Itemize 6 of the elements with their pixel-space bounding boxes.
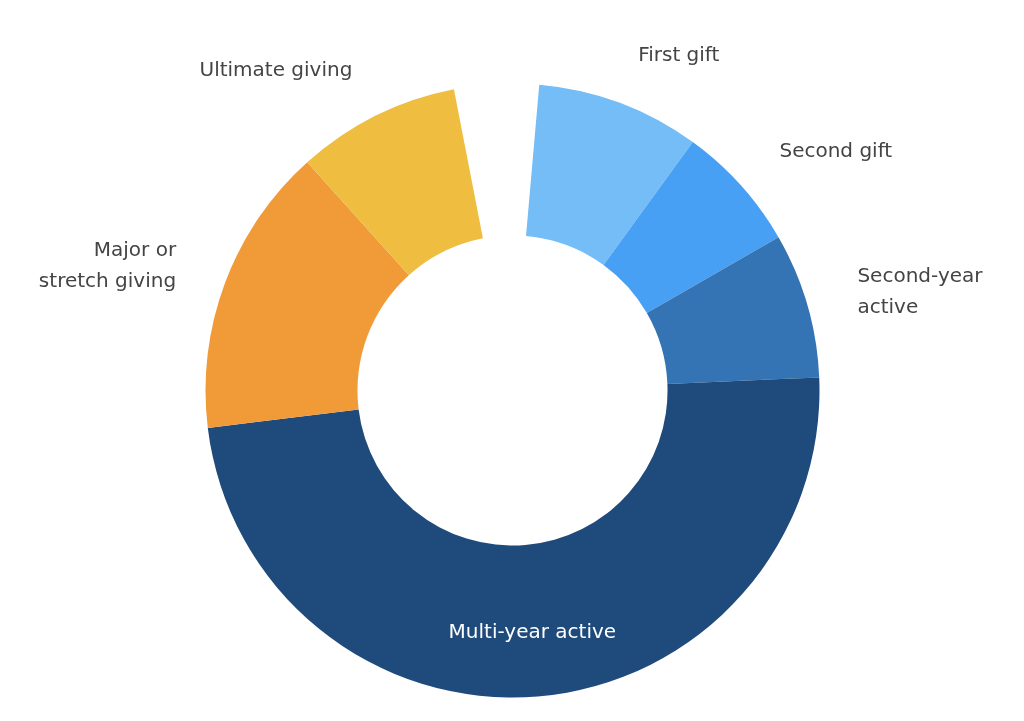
slice-label: Multi-year active xyxy=(448,618,617,643)
slice-label: Ultimate giving xyxy=(199,56,353,81)
slice-label: Second-year active xyxy=(857,262,984,318)
slice-label: First gift xyxy=(638,42,720,67)
slice-label: Major or stretch giving xyxy=(38,236,177,293)
slice-label: Second gift xyxy=(779,138,893,163)
